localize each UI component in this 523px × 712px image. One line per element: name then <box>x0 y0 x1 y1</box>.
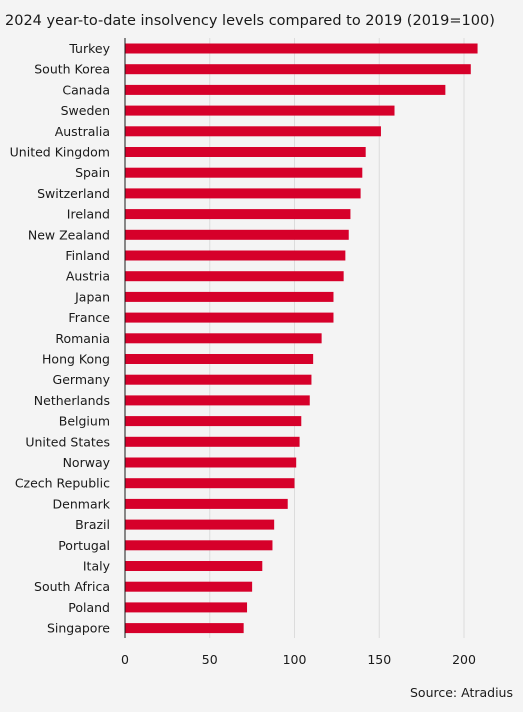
category-label-new-zealand: New Zealand <box>28 227 110 242</box>
bar-brazil <box>125 519 275 530</box>
bar-belgium <box>125 416 302 427</box>
bar-finland <box>125 250 346 261</box>
category-label-portugal: Portugal <box>58 538 110 553</box>
category-label-ireland: Ireland <box>67 207 110 222</box>
category-label-germany: Germany <box>53 372 111 387</box>
category-label-belgium: Belgium <box>59 414 110 429</box>
category-label-austria: Austria <box>66 269 110 284</box>
category-label-japan: Japan <box>74 289 110 304</box>
bar-south-africa <box>125 581 253 592</box>
x-tick-label-200: 200 <box>452 652 476 667</box>
category-label-south-korea: South Korea <box>34 62 110 77</box>
category-label-brazil: Brazil <box>75 517 110 532</box>
category-label-switzerland: Switzerland <box>37 186 110 201</box>
category-label-czech-republic: Czech Republic <box>15 476 110 491</box>
category-label-south-africa: South Africa <box>34 579 110 594</box>
bar-singapore <box>125 623 244 634</box>
bar-norway <box>125 457 297 468</box>
category-label-united-kingdom: United Kingdom <box>10 145 110 160</box>
category-label-italy: Italy <box>83 559 111 574</box>
bar-united-states <box>125 436 300 447</box>
bar-australia <box>125 126 381 137</box>
bar-france <box>125 312 334 323</box>
bar-japan <box>125 291 334 302</box>
bar-new-zealand <box>125 229 349 240</box>
category-label-sweden: Sweden <box>61 103 110 118</box>
category-label-singapore: Singapore <box>47 621 110 636</box>
bar-sweden <box>125 105 395 116</box>
source-note: Source: Atradius <box>410 685 513 700</box>
bar-spain <box>125 167 363 178</box>
category-label-spain: Spain <box>75 165 110 180</box>
category-label-france: France <box>68 310 110 325</box>
category-label-united-states: United States <box>25 434 110 449</box>
bar-czech-republic <box>125 478 295 489</box>
bar-south-korea <box>125 64 471 75</box>
bar-romania <box>125 333 322 344</box>
bar-turkey <box>125 43 478 54</box>
category-label-denmark: Denmark <box>53 496 111 511</box>
bar-austria <box>125 271 344 282</box>
x-tick-label-50: 50 <box>202 652 218 667</box>
bar-germany <box>125 374 312 385</box>
bar-portugal <box>125 540 273 551</box>
bar-hong-kong <box>125 354 314 364</box>
bar-italy <box>125 561 263 571</box>
category-label-finland: Finland <box>65 248 110 263</box>
category-label-poland: Poland <box>68 600 110 615</box>
category-label-australia: Australia <box>55 124 110 139</box>
x-tick-label-100: 100 <box>283 652 307 667</box>
category-label-canada: Canada <box>62 82 110 97</box>
bar-canada <box>125 84 446 95</box>
chart-title: 2024 year-to-date insolvency levels comp… <box>5 13 495 29</box>
category-label-norway: Norway <box>63 455 111 470</box>
category-label-romania: Romania <box>55 331 110 346</box>
x-tick-labels: 0 50 100 150 200 <box>121 652 476 667</box>
bar-ireland <box>125 209 351 220</box>
bars <box>125 43 478 634</box>
category-label-hong-kong: Hong Kong <box>42 352 110 367</box>
x-tick-label-150: 150 <box>367 652 391 667</box>
bar-poland <box>125 602 248 613</box>
category-label-netherlands: Netherlands <box>34 393 110 408</box>
bar-united-kingdom <box>125 147 366 157</box>
bar-netherlands <box>125 395 310 406</box>
category-labels: Turkey South Korea Canada Sweden Australia Un… <box>10 41 111 636</box>
bar-switzerland <box>125 188 361 199</box>
bar-denmark <box>125 498 288 509</box>
x-tick-label-0: 0 <box>121 652 129 667</box>
category-label-turkey: Turkey <box>68 41 110 56</box>
